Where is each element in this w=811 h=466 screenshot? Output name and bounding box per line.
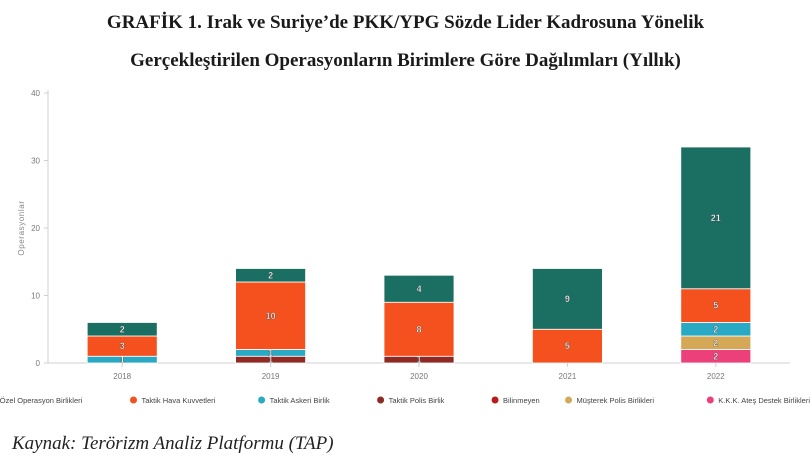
y-tick-label: 10	[31, 292, 40, 301]
data-label: 8	[416, 324, 421, 334]
data-label: 2	[713, 324, 718, 334]
bar-segment	[680, 146, 752, 290]
data-label: 2	[268, 270, 273, 280]
legend-label: Taktik Polis Birlik	[389, 396, 445, 405]
x-tick-label: 2018	[113, 372, 131, 381]
x-tick-label: 2020	[410, 372, 428, 381]
data-label: 3	[120, 341, 125, 351]
legend-label: Özel Operasyon Birlikleri	[0, 396, 83, 405]
data-label: 5	[565, 341, 570, 351]
x-tick-label: 2021	[559, 372, 577, 381]
bar-segment	[235, 268, 307, 283]
data-label: 5	[713, 301, 718, 311]
bar-segment	[383, 301, 455, 357]
data-label: 9	[565, 294, 570, 304]
legend-swatch	[377, 396, 385, 404]
data-label: 1	[416, 355, 421, 365]
legend-swatch	[491, 396, 499, 404]
legend-label: Bilinmeyen	[503, 396, 540, 405]
data-label: 21	[711, 213, 721, 223]
stacked-bar-chart: 010203040Operasyonlar1322018111022019184…	[0, 89, 810, 405]
y-tick-label: 30	[31, 157, 40, 166]
legend-swatch	[258, 396, 266, 404]
data-label: 1	[268, 355, 273, 365]
x-tick-label: 2022	[707, 372, 725, 381]
legend-swatch	[130, 396, 137, 404]
y-axis-label: Operasyonlar	[17, 200, 26, 255]
data-label: 1	[120, 355, 125, 365]
data-label: 2	[713, 351, 718, 361]
data-label: 2	[120, 324, 125, 334]
y-tick-label: 0	[36, 359, 41, 368]
data-label: 4	[416, 284, 421, 294]
bar-segment	[680, 288, 752, 323]
bar-segment	[235, 281, 307, 350]
legend-label: Müşterek Polis Birlikleri	[577, 396, 655, 405]
y-tick-label: 40	[31, 89, 40, 98]
data-label: 10	[266, 311, 276, 321]
data-label: 1	[268, 348, 273, 358]
legend-label: Taktik Hava Kuvvetleri	[142, 396, 216, 405]
x-tick-label: 2019	[262, 372, 280, 381]
chart-title-line-1: GRAFİK 1. Irak ve Suriye’de PKK/YPG Sözd…	[106, 12, 705, 33]
data-label: 2	[713, 338, 718, 348]
legend-swatch	[565, 396, 573, 404]
source-note: Kaynak: Terörizm Analiz Platformu (TAP)	[12, 433, 334, 454]
chart-title-line-2: Gerçekleştirilen Operasyonların Birimler…	[130, 50, 681, 71]
bar-segment	[86, 322, 158, 337]
y-tick-label: 20	[31, 224, 40, 233]
bar-segment	[383, 274, 455, 303]
bar-segment	[532, 268, 603, 330]
legend-label: Taktik Askeri Birlik	[270, 396, 330, 405]
legend-swatch	[706, 396, 714, 404]
legend-label: K.K.K. Ateş Destek Birlikleri	[718, 396, 810, 405]
